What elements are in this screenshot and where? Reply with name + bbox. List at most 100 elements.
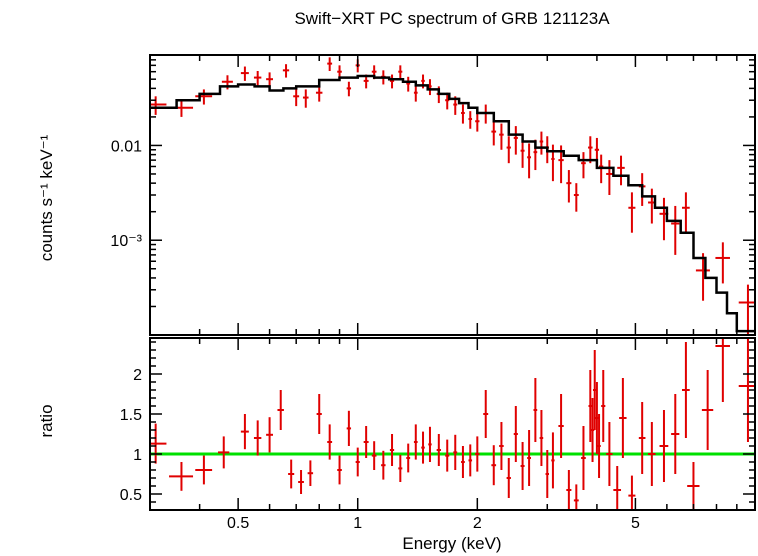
- x-axis-label: Energy (keV): [402, 534, 501, 553]
- data-point: [566, 470, 572, 510]
- data-point: [346, 410, 352, 446]
- data-point: [606, 160, 613, 195]
- data-point: [595, 382, 599, 454]
- data-point: [491, 445, 497, 486]
- bottom-y-tick-label: 0.5: [120, 487, 142, 504]
- bottom-y-tick-label: 1.5: [120, 407, 142, 424]
- data-point: [398, 65, 403, 80]
- data-point: [539, 410, 544, 466]
- bottom-y-tick-label: 1: [133, 447, 142, 464]
- data-point: [406, 443, 411, 473]
- data-point: [619, 378, 627, 458]
- data-point: [445, 92, 450, 110]
- data-point: [307, 460, 314, 486]
- data-point: [513, 406, 518, 462]
- data-point: [551, 432, 555, 489]
- data-point: [539, 131, 544, 155]
- data-point: [253, 420, 262, 456]
- data-point: [475, 436, 480, 472]
- data-point: [363, 426, 369, 458]
- data-point: [240, 414, 249, 450]
- data-point: [240, 66, 249, 81]
- data-point: [461, 446, 465, 478]
- data-point: [288, 459, 295, 489]
- data-point: [381, 450, 386, 480]
- data-point: [520, 138, 525, 168]
- data-point: [671, 205, 680, 255]
- data-point: [302, 89, 309, 108]
- data-point: [453, 434, 458, 470]
- data-point: [413, 85, 418, 102]
- data-point: [298, 470, 304, 494]
- data-point: [613, 466, 622, 510]
- data-point: [316, 394, 322, 434]
- data-point: [573, 183, 579, 212]
- bottom-y-axis-label: ratio: [37, 404, 56, 437]
- data-point: [266, 72, 274, 88]
- data-point: [315, 85, 323, 102]
- data-point: [461, 104, 465, 124]
- data-point: [628, 475, 636, 510]
- bottom-axis-ticks: 0.5 1 2 5 0.5 1 1.5 2: [120, 338, 756, 532]
- data-point: [601, 370, 606, 442]
- data-point: [337, 455, 342, 485]
- data-point: [581, 426, 586, 490]
- bottom-panel-frame: [149, 337, 756, 511]
- data-point: [389, 74, 395, 89]
- data-point: [468, 444, 473, 477]
- data-point: [681, 192, 690, 233]
- data-point: [327, 424, 333, 460]
- data-point: [293, 88, 300, 107]
- x-tick-label: 2: [473, 515, 482, 532]
- data-point: [533, 378, 538, 442]
- data-point: [413, 424, 418, 460]
- data-point: [327, 57, 333, 72]
- top-y-tick-label: 0.01: [111, 138, 142, 155]
- data-point: [588, 136, 593, 164]
- data-point: [520, 442, 525, 490]
- chart-title: Swift−XRT PC spectrum of GRB 121123A: [294, 9, 610, 28]
- data-point: [436, 434, 441, 466]
- data-point: [648, 422, 656, 486]
- top-panel-frame: [149, 54, 756, 336]
- data-point: [715, 338, 730, 402]
- data-point: [659, 410, 669, 482]
- data-point: [588, 370, 593, 442]
- x-tick-label: 5: [631, 515, 640, 532]
- data-point: [681, 342, 690, 438]
- data-point: [638, 402, 646, 474]
- data-point: [218, 436, 230, 469]
- data-point: [513, 126, 518, 155]
- data-point: [738, 338, 755, 442]
- data-point: [695, 253, 710, 301]
- data-point: [506, 458, 511, 498]
- data-point: [499, 422, 504, 470]
- x-tick-label: 0.5: [227, 515, 249, 532]
- data-point: [282, 64, 290, 78]
- top-y-tick-label: 10⁻³: [110, 233, 142, 250]
- data-point: [277, 390, 284, 430]
- data-point: [671, 394, 680, 474]
- data-point: [687, 462, 700, 510]
- data-point: [398, 454, 403, 482]
- data-point: [566, 170, 572, 203]
- data-point: [581, 152, 586, 179]
- bottom-y-tick-label: 2: [133, 367, 142, 384]
- data-point: [738, 284, 755, 335]
- data-point: [506, 136, 511, 164]
- top-panel: 0.01 10⁻³: [110, 54, 756, 336]
- data-point: [346, 81, 352, 97]
- data-point: [355, 447, 360, 477]
- data-point: [491, 121, 497, 146]
- data-point: [715, 242, 730, 284]
- data-point: [406, 76, 411, 92]
- data-point: [499, 123, 504, 150]
- data-point: [445, 439, 450, 472]
- x-tick-label: 1: [353, 515, 362, 532]
- data-point: [428, 426, 432, 462]
- data-point: [475, 112, 480, 132]
- data-point: [606, 422, 613, 486]
- data-point: [483, 390, 489, 438]
- data-point: [527, 430, 532, 486]
